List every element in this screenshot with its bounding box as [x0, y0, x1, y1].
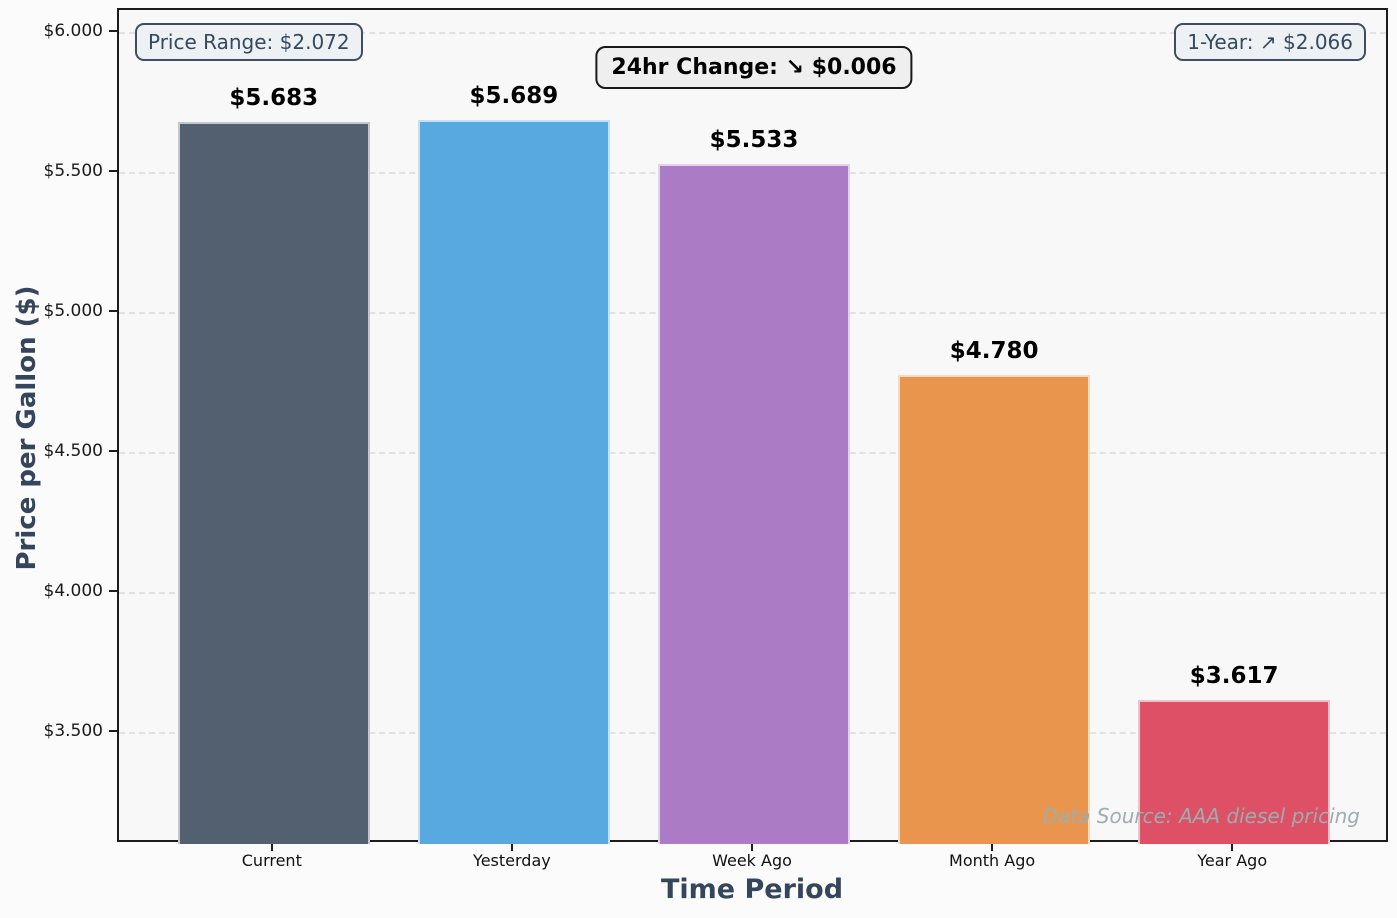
change-24hr-annotation: 24hr Change: ↘ $0.006: [595, 46, 913, 89]
data-source-note: Data Source: AAA diesel pricing: [1042, 804, 1360, 828]
y-tick-label: $6.000: [43, 20, 103, 41]
bar-current: [177, 121, 370, 844]
bar-value-label: $4.780: [949, 337, 1039, 364]
x-tick-mark: [991, 844, 994, 851]
x-tick-label: Year Ago: [1197, 851, 1268, 870]
x-tick-label: Current: [241, 851, 302, 870]
y-tick-label: $5.000: [43, 300, 103, 321]
x-tick-label: Week Ago: [712, 851, 792, 870]
price-range-annotation: Price Range: $2.072: [135, 23, 363, 61]
y-tick-mark: [109, 729, 117, 732]
bar-year-ago: [1138, 700, 1331, 844]
y-tick-label: $4.000: [43, 580, 103, 601]
x-tick-label: Yesterday: [473, 851, 551, 870]
bar-month-ago: [898, 374, 1091, 844]
plot-area: $5.683 $5.689 $5.533 $4.780 $3.617 Price Ran…: [117, 8, 1388, 844]
bar-week-ago: [658, 163, 850, 844]
y-tick-label: $3.500: [43, 720, 103, 741]
bar-value-label: $3.617: [1189, 663, 1279, 690]
bar-value-label: $5.533: [709, 126, 799, 153]
y-tick-mark: [109, 449, 117, 452]
x-axis-title: Time Period: [660, 874, 844, 905]
y-tick-mark: [109, 589, 117, 592]
bar-value-label: $5.683: [229, 84, 319, 111]
x-tick-label: Month Ago: [949, 851, 1036, 870]
y-tick-mark: [109, 309, 117, 312]
x-tick-mark: [1231, 844, 1234, 851]
bar-value-label: $5.689: [469, 83, 559, 110]
x-tick-mark: [270, 844, 273, 851]
one-year-annotation: 1-Year: ↗ $2.066: [1174, 23, 1366, 61]
y-tick-label: $4.500: [43, 440, 103, 461]
y-axis-title: Price per Gallon ($): [12, 285, 42, 571]
bar-yesterday: [417, 120, 610, 844]
y-tick-mark: [109, 169, 117, 172]
x-tick-mark: [751, 844, 753, 851]
gridline: [119, 31, 1386, 34]
x-tick-mark: [510, 844, 513, 851]
y-tick-mark: [109, 29, 117, 32]
y-tick-label: $5.500: [43, 160, 103, 181]
